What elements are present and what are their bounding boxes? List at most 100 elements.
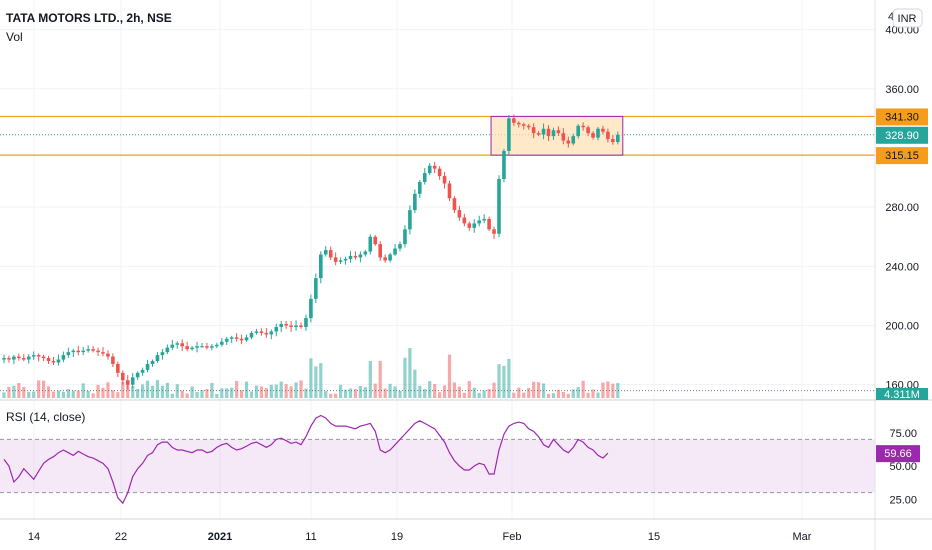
volume-bar (126, 381, 130, 398)
volume-bar (240, 390, 244, 398)
volume-bar (423, 389, 427, 398)
candle-body (289, 325, 293, 327)
candle-body (353, 255, 358, 258)
candle-body (155, 355, 160, 362)
volume-bar (348, 388, 353, 398)
volume-bar (616, 383, 620, 398)
candle-body (571, 136, 576, 144)
volume-bar (477, 392, 481, 398)
volume-bar (175, 384, 179, 398)
consolidation-box (490, 115, 624, 156)
volume-bar (413, 369, 417, 398)
volume-value-label: 4.311M (884, 389, 920, 401)
candle-body (536, 133, 541, 135)
volume-bar (507, 358, 511, 398)
candle-body (358, 254, 363, 258)
volume-bar (527, 387, 531, 398)
volume-bar (428, 381, 432, 398)
resistance-price-label-bg (876, 108, 928, 126)
volume-bar (235, 380, 239, 398)
candle-body (551, 130, 556, 137)
candle-body (338, 260, 343, 262)
candle-body (442, 176, 447, 184)
volume-bar (492, 382, 496, 398)
candle-body (418, 181, 422, 194)
candle-series (2, 114, 620, 390)
candle-body (541, 128, 546, 135)
volume-bar (532, 381, 536, 398)
candle-body (210, 346, 214, 348)
volume-bar (22, 387, 26, 398)
candle-body (333, 257, 338, 262)
volume-bar (363, 387, 367, 398)
candle-body (205, 346, 209, 348)
volume-bar (131, 386, 135, 398)
volume-bar (462, 392, 466, 398)
time-tick-label: 2021 (208, 531, 232, 543)
candle-body (195, 346, 199, 348)
candle-body (403, 229, 407, 245)
volume-bar (403, 357, 407, 398)
candle-body (234, 337, 239, 339)
volume-bar (249, 391, 254, 398)
volume-bar (121, 381, 125, 398)
price-tick-label: 400.00 (885, 25, 919, 37)
candle-body (140, 369, 145, 373)
candle-body (606, 131, 610, 140)
chart-grid (0, 0, 875, 519)
candle-body (517, 122, 521, 125)
volume-bar (190, 386, 194, 398)
volume-label: Vol (6, 30, 23, 44)
volume-bar (205, 389, 209, 398)
volume-bar (230, 387, 234, 398)
volume-bar (2, 392, 6, 398)
volume-bar (556, 389, 560, 398)
volume-bar (284, 384, 288, 398)
candle-body (135, 372, 140, 378)
candle-body (220, 341, 224, 345)
candle-body (611, 139, 615, 143)
candle-body (175, 343, 180, 345)
candle-body (91, 349, 95, 351)
volume-bar (106, 382, 110, 398)
chart-title: TATA MOTORS LTD., 2h, NSE (6, 11, 172, 25)
volume-bar (566, 393, 570, 398)
volume-bar (136, 388, 140, 398)
volume-bar (319, 363, 323, 398)
volume-bar (368, 360, 372, 398)
candle-body (150, 361, 155, 364)
volume-bar (17, 383, 21, 398)
candle-body (323, 250, 328, 255)
volume-series (2, 347, 620, 398)
volume-bar (12, 385, 16, 398)
currency-badge[interactable]: INR (892, 8, 923, 28)
candle-body (596, 128, 600, 138)
volume-bar (254, 385, 259, 398)
volume-bar (591, 389, 595, 398)
candle-body (457, 210, 462, 218)
volume-bar (160, 385, 164, 398)
volume-bar (581, 380, 585, 398)
volume-bar (467, 381, 471, 398)
rsi-value-bg (876, 445, 920, 463)
volume-bar (180, 390, 184, 398)
candle-body (259, 331, 264, 333)
candle-body (22, 358, 26, 360)
volume-bar (393, 386, 397, 398)
volume-bar (259, 386, 263, 398)
candle-body (200, 346, 204, 348)
volume-bar (195, 391, 199, 398)
candle-body (12, 356, 16, 360)
candle-body (96, 350, 100, 353)
volume-bar (56, 390, 61, 398)
candle-body (31, 355, 36, 357)
volume-bar (81, 383, 85, 398)
candle-body (274, 326, 279, 332)
candle-body (383, 257, 387, 261)
candle-body (41, 356, 46, 359)
candle-body (521, 124, 526, 126)
candle-body (299, 325, 303, 327)
volume-bar (502, 365, 506, 398)
candle-body (422, 173, 427, 182)
